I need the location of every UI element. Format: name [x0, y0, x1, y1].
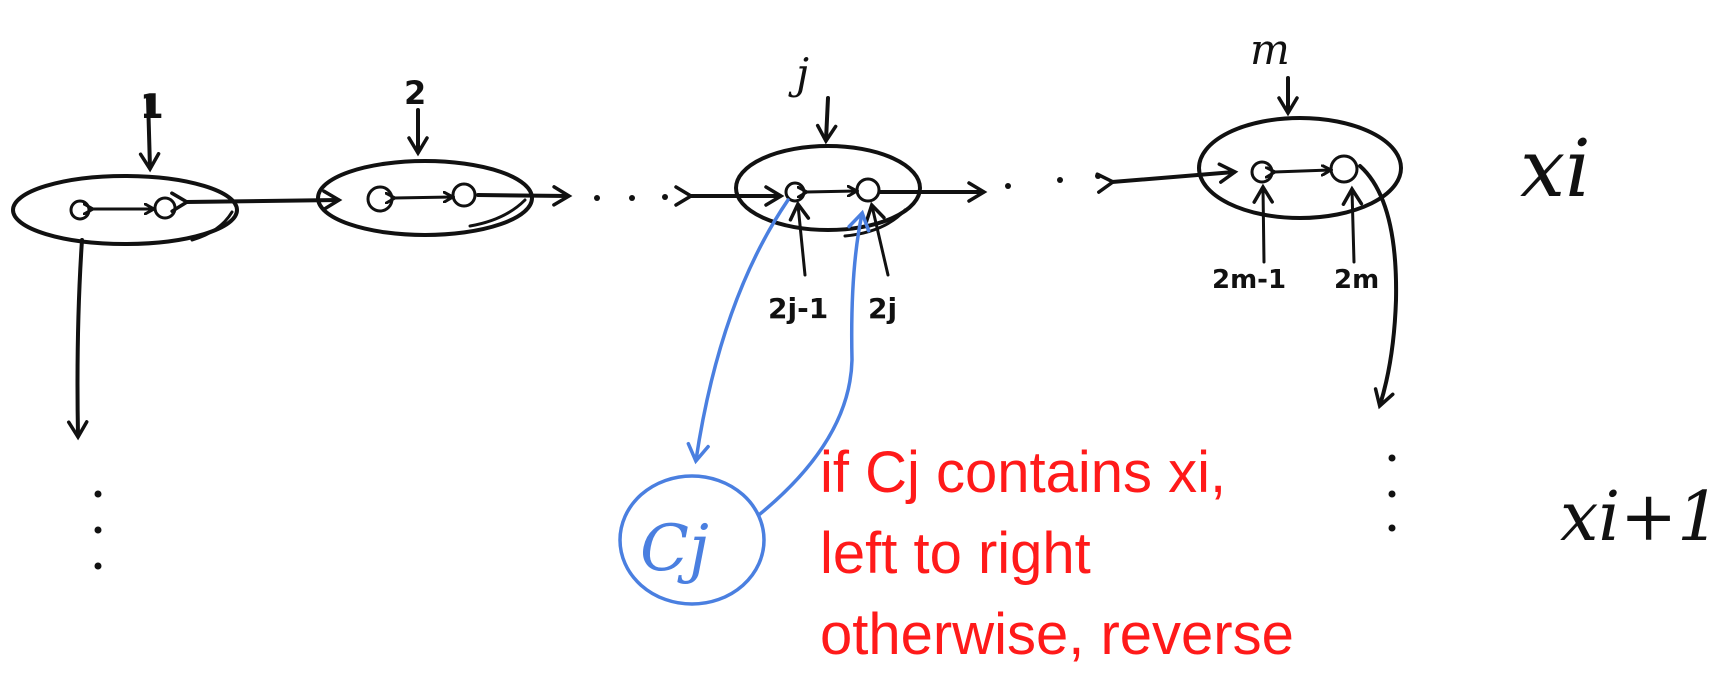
- node-m-left-vertex: [1250, 160, 1274, 184]
- row-label-xi-plus-1: xi+1: [1560, 478, 1720, 557]
- node-j-right-vertex: [855, 177, 881, 203]
- node-m-down-arrow: [1358, 164, 1399, 410]
- label-node-1: 1: [140, 87, 164, 127]
- node-m-ellipse: [1197, 116, 1403, 220]
- label-2j: 2j: [868, 292, 897, 325]
- lit-2j-arrow: [864, 201, 890, 277]
- dots-between-j-and-m: [1005, 173, 1101, 189]
- label-node-2: 2: [404, 74, 426, 112]
- node-1-right-vertex: [153, 196, 177, 220]
- node-m: m 2m-1 2m: [1197, 25, 1403, 410]
- node-1-in-arrow: [138, 96, 161, 173]
- node-1-left-vertex: [69, 199, 91, 221]
- node-2-tail: [468, 198, 527, 228]
- lit-2j-1-arrow: [788, 200, 811, 277]
- label-node-j: j: [788, 49, 809, 98]
- node-1: 1: [11, 87, 239, 441]
- arrow-cj-to-2j: [758, 209, 871, 516]
- ordering-note: if Cj contains xi, left to right otherwi…: [820, 432, 1440, 675]
- label-clause-cj: Cj: [640, 512, 709, 586]
- node-2-inner-edge: [394, 197, 452, 198]
- node-2-left-vertex: [366, 185, 394, 213]
- lit-2m-1-arrow: [1252, 183, 1274, 264]
- row-label-xi: xi: [1520, 122, 1591, 215]
- dots-between-2-and-j: [594, 194, 668, 201]
- node-m-right-vertex: [1329, 154, 1359, 184]
- node-j: j 2j-1 2j: [734, 49, 922, 325]
- note-line-3: otherwise, reverse: [820, 602, 1294, 667]
- note-line-1: if Cj contains xi,: [820, 440, 1227, 505]
- node-j-in-arrow: [815, 96, 838, 145]
- edge-1-2: [170, 189, 343, 213]
- node-2: 2: [316, 74, 534, 237]
- edge-2-dots: [476, 185, 573, 207]
- label-node-m: m: [1250, 25, 1290, 74]
- clause-cj: Cj: [618, 198, 871, 606]
- node-2-ellipse: [316, 159, 534, 237]
- lit-2m-arrow: [1341, 185, 1364, 264]
- node-1-down-arrow: [66, 238, 89, 441]
- arrow-2j-1-to-cj: [686, 198, 790, 465]
- dots-below-node-m: [1388, 454, 1396, 532]
- label-2j-1: 2j-1: [768, 292, 828, 325]
- note-line-2: left to right: [820, 521, 1091, 586]
- edge-dots-m: [1095, 162, 1239, 194]
- node-m-inner-edge: [1274, 170, 1330, 172]
- node-j-left-vertex: [784, 181, 806, 203]
- label-2m: 2m: [1334, 265, 1379, 295]
- node-j-inner-edge: [806, 191, 856, 192]
- node-1-tail: [190, 210, 234, 242]
- label-2m-1: 2m-1: [1212, 265, 1286, 295]
- node-j-ellipse: [734, 144, 922, 232]
- dots-below-node-1: [94, 490, 102, 570]
- clause-cj-circle: [618, 474, 766, 606]
- node-j-tail: [843, 208, 907, 238]
- node-2-right-vertex: [451, 182, 477, 208]
